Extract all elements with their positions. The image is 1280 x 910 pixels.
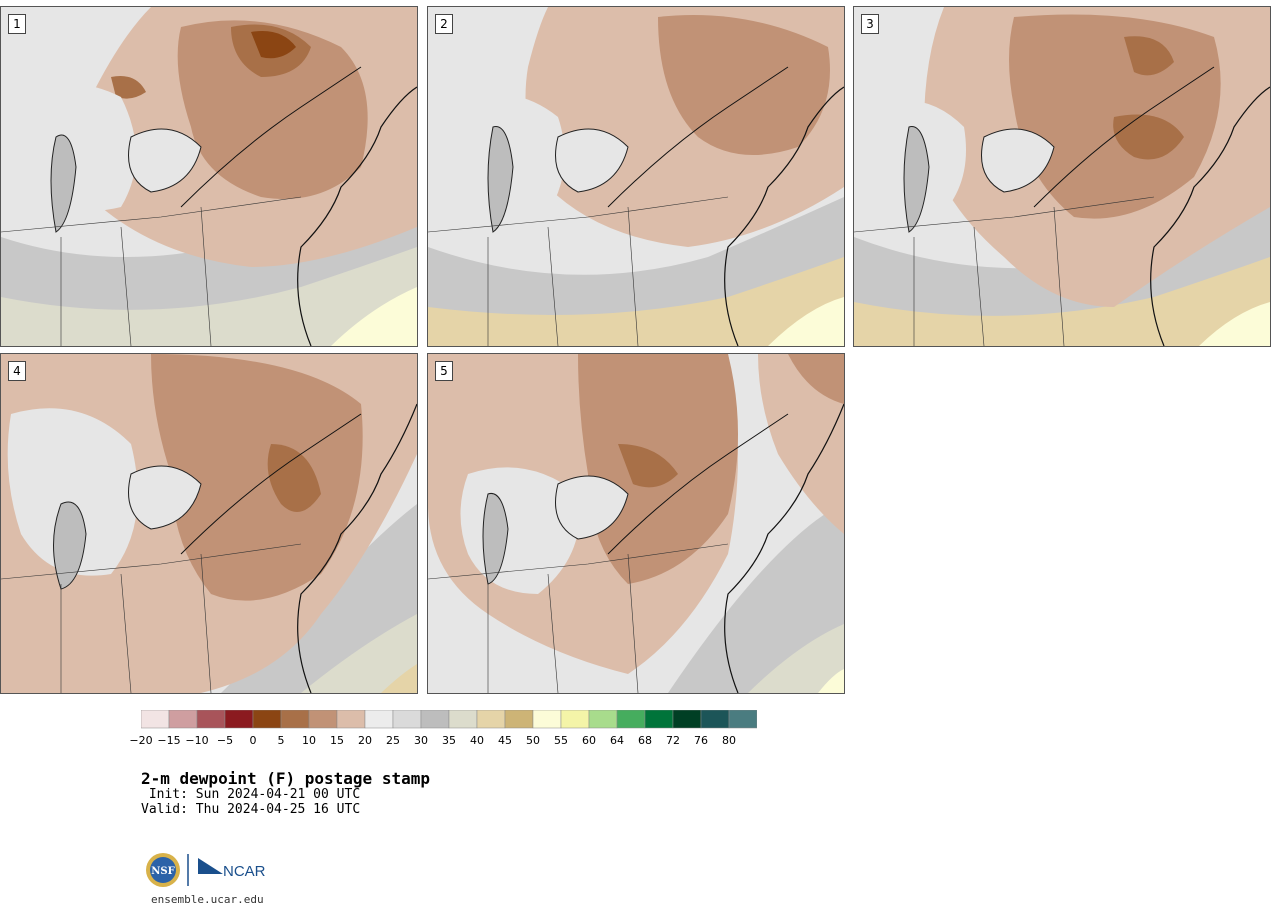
colorbar-tick-label: −5 xyxy=(216,734,234,747)
dewpoint-map-4 xyxy=(1,354,417,693)
colorbar-swatch xyxy=(672,710,702,729)
init-time: Init: Sun 2024-04-21 00 UTC xyxy=(141,787,361,802)
dewpoint-map-1 xyxy=(1,7,417,346)
colorbar-swatch xyxy=(728,710,757,729)
colorbar-swatch xyxy=(280,710,310,729)
nsf-ncar-logo: NSF NCAR xyxy=(146,853,266,887)
map-panel-4: 4 xyxy=(0,353,418,694)
colorbar-tick-label: 30 xyxy=(414,734,428,747)
colorbar-swatch xyxy=(392,710,422,729)
dewpoint-map-2 xyxy=(428,7,844,346)
svg-text:NSF: NSF xyxy=(151,866,174,877)
colorbar-swatch xyxy=(420,710,450,729)
colorbar-swatch xyxy=(588,710,618,729)
valid-time: Valid: Thu 2024-04-25 16 UTC xyxy=(141,802,361,817)
colorbar-tick-label: 0 xyxy=(249,734,257,747)
colorbar-swatch xyxy=(644,710,674,729)
nsf-seal-icon: NSF xyxy=(146,853,180,887)
panel-number-label: 5 xyxy=(435,361,453,381)
colorbar-swatch xyxy=(448,710,478,729)
colorbar-swatch xyxy=(476,710,506,729)
colorbar-tick-label: 50 xyxy=(526,734,540,747)
svg-text:NCAR: NCAR xyxy=(223,863,266,880)
colorbar-swatch xyxy=(336,710,366,729)
colorbar-tick-label: 64 xyxy=(610,734,624,747)
colorbar-swatch xyxy=(504,710,534,729)
colorbar-swatch xyxy=(532,710,562,729)
dewpoint-map-3 xyxy=(854,7,1270,346)
colorbar-swatch xyxy=(168,710,198,729)
colorbar-tick-label: 10 xyxy=(302,734,316,747)
colorbar-tick-label: 25 xyxy=(386,734,400,747)
colorbar-tick-label: 55 xyxy=(554,734,568,747)
colorbar-tick-label: 68 xyxy=(638,734,652,747)
map-panel-1: 1 xyxy=(0,6,418,347)
colorbar-tick-label: 60 xyxy=(582,734,596,747)
colorbar-tick-label: 35 xyxy=(442,734,456,747)
dewpoint-colorbar xyxy=(141,710,757,729)
colorbar-swatch xyxy=(364,710,394,729)
colorbar-tick-label: 40 xyxy=(470,734,484,747)
dewpoint-map-5 xyxy=(428,354,844,693)
panel-number-label: 3 xyxy=(861,14,879,34)
site-url: ensemble.ucar.edu xyxy=(151,893,264,906)
colorbar-tick-label: −10 xyxy=(185,734,209,747)
colorbar-swatch xyxy=(560,710,590,729)
panel-number-label: 4 xyxy=(8,361,26,381)
map-panel-2: 2 xyxy=(427,6,845,347)
ncar-swoosh-icon xyxy=(198,858,223,874)
panel-number-label: 1 xyxy=(8,14,26,34)
colorbar-tick-label: 72 xyxy=(666,734,680,747)
colorbar-swatch xyxy=(308,710,338,729)
colorbar-tick-label: −15 xyxy=(157,734,181,747)
map-panel-3: 3 xyxy=(853,6,1271,347)
colorbar-tick-labels: −20 −15 −10 −5 0 5 10 15 20 25 30 35 40 45 50 55 60 64 68 7… xyxy=(129,734,761,748)
colorbar-swatch xyxy=(252,710,282,729)
colorbar-tick-label: 20 xyxy=(358,734,372,747)
panel-number-label: 2 xyxy=(435,14,453,34)
colorbar-tick-label: 5 xyxy=(277,734,285,747)
colorbar-swatch xyxy=(141,710,170,729)
colorbar-tick-label: 15 xyxy=(330,734,344,747)
colorbar-tick-label: 76 xyxy=(694,734,708,747)
colorbar-swatch xyxy=(616,710,646,729)
colorbar-tick-label: 80 xyxy=(722,734,736,747)
colorbar-swatch xyxy=(700,710,730,729)
chart-title: 2-m dewpoint (F) postage stamp xyxy=(141,769,430,788)
colorbar-tick-label: −20 xyxy=(129,734,153,747)
colorbar-swatch xyxy=(196,710,226,729)
colorbar-swatch xyxy=(224,710,254,729)
map-panel-5: 5 xyxy=(427,353,845,694)
colorbar-tick-label: 45 xyxy=(498,734,512,747)
